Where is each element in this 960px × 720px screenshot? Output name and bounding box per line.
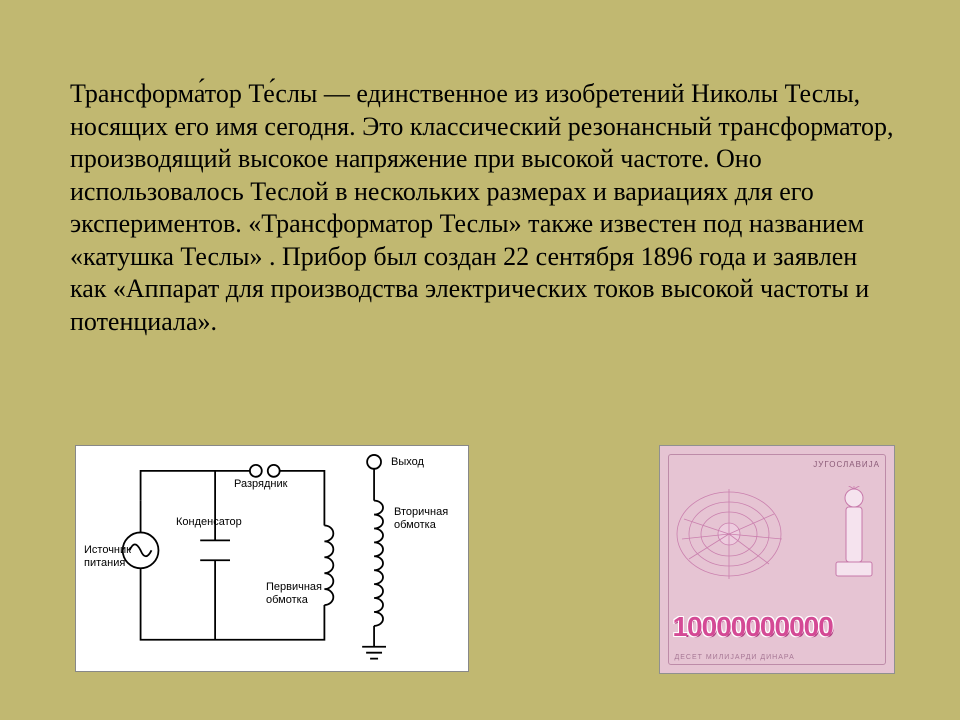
label-output: Выход <box>391 456 424 469</box>
body-text: Трансформа́тор Те́слы — единственное из … <box>70 78 900 338</box>
banknote-denomination: 10000000000 <box>672 611 832 643</box>
tesla-discharge-icon <box>674 484 794 584</box>
label-capacitor: Конденсатор <box>176 516 242 529</box>
tesla-schematic: Источник питания Разрядник Конденсатор П… <box>75 445 469 672</box>
banknote-country: ЈУГОСЛАВИЈА <box>813 460 880 469</box>
label-primary-coil: Первичная обмотка <box>266 581 322 606</box>
tesla-coil-icon <box>824 486 884 586</box>
label-spark-gap: Разрядник <box>234 478 287 491</box>
banknote-denomination-words: ДЕСЕТ МИЛИЈАРДИ ДИНАРА <box>674 654 794 661</box>
label-power-source: Источник питания <box>84 544 131 569</box>
label-secondary-coil: Вторичная обмотка <box>394 506 448 531</box>
images-row: Источник питания Разрядник Конденсатор П… <box>75 445 895 674</box>
yugoslav-banknote: ЈУГОСЛАВИЈА 10000000000 ДЕСЕТ МИЛИЈАРДИ … <box>659 445 895 674</box>
